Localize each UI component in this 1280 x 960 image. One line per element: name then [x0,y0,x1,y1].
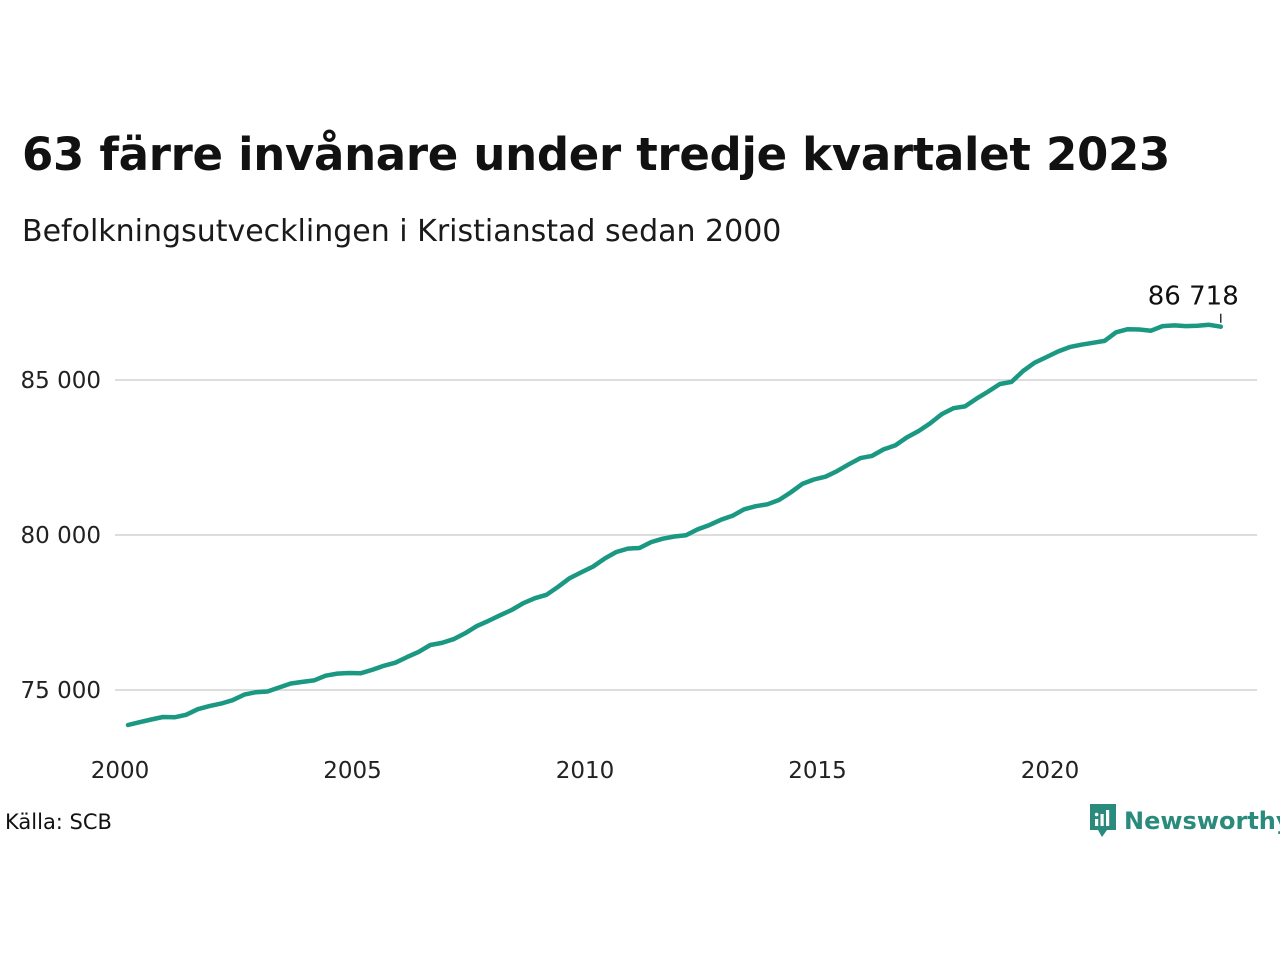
x-tick-label: 2015 [788,758,847,784]
series-group [125,322,1224,728]
x-axis-tick-labels: 2000 2005 2010 2015 2020 [91,758,1080,784]
y-tick-label: 75 000 [21,678,101,704]
series-line [125,322,1224,728]
end-value-label: 86 718 [1148,282,1239,312]
x-tick-label: 2010 [556,758,615,784]
y-tick-label: 80 000 [21,523,101,549]
y-tick-label: 85 000 [21,368,101,394]
end-annotation: 86 718 [1148,282,1239,323]
brand-name: Newsworthy [1124,807,1280,835]
brand-logo[interactable]: Newsworthy [1088,803,1280,839]
chart-title: 63 färre invånare under tredje kvartalet… [22,128,1171,181]
source-note: Källa: SCB [5,810,112,834]
newsworthy-logo-icon [1090,804,1116,837]
x-tick-label: 2000 [91,758,150,784]
x-tick-label: 2005 [323,758,382,784]
x-tick-label: 2020 [1021,758,1080,784]
chart-subtitle: Befolkningsutvecklingen i Kristianstad s… [22,214,782,249]
y-axis-tick-labels: 75 000 80 000 85 000 [21,368,101,704]
